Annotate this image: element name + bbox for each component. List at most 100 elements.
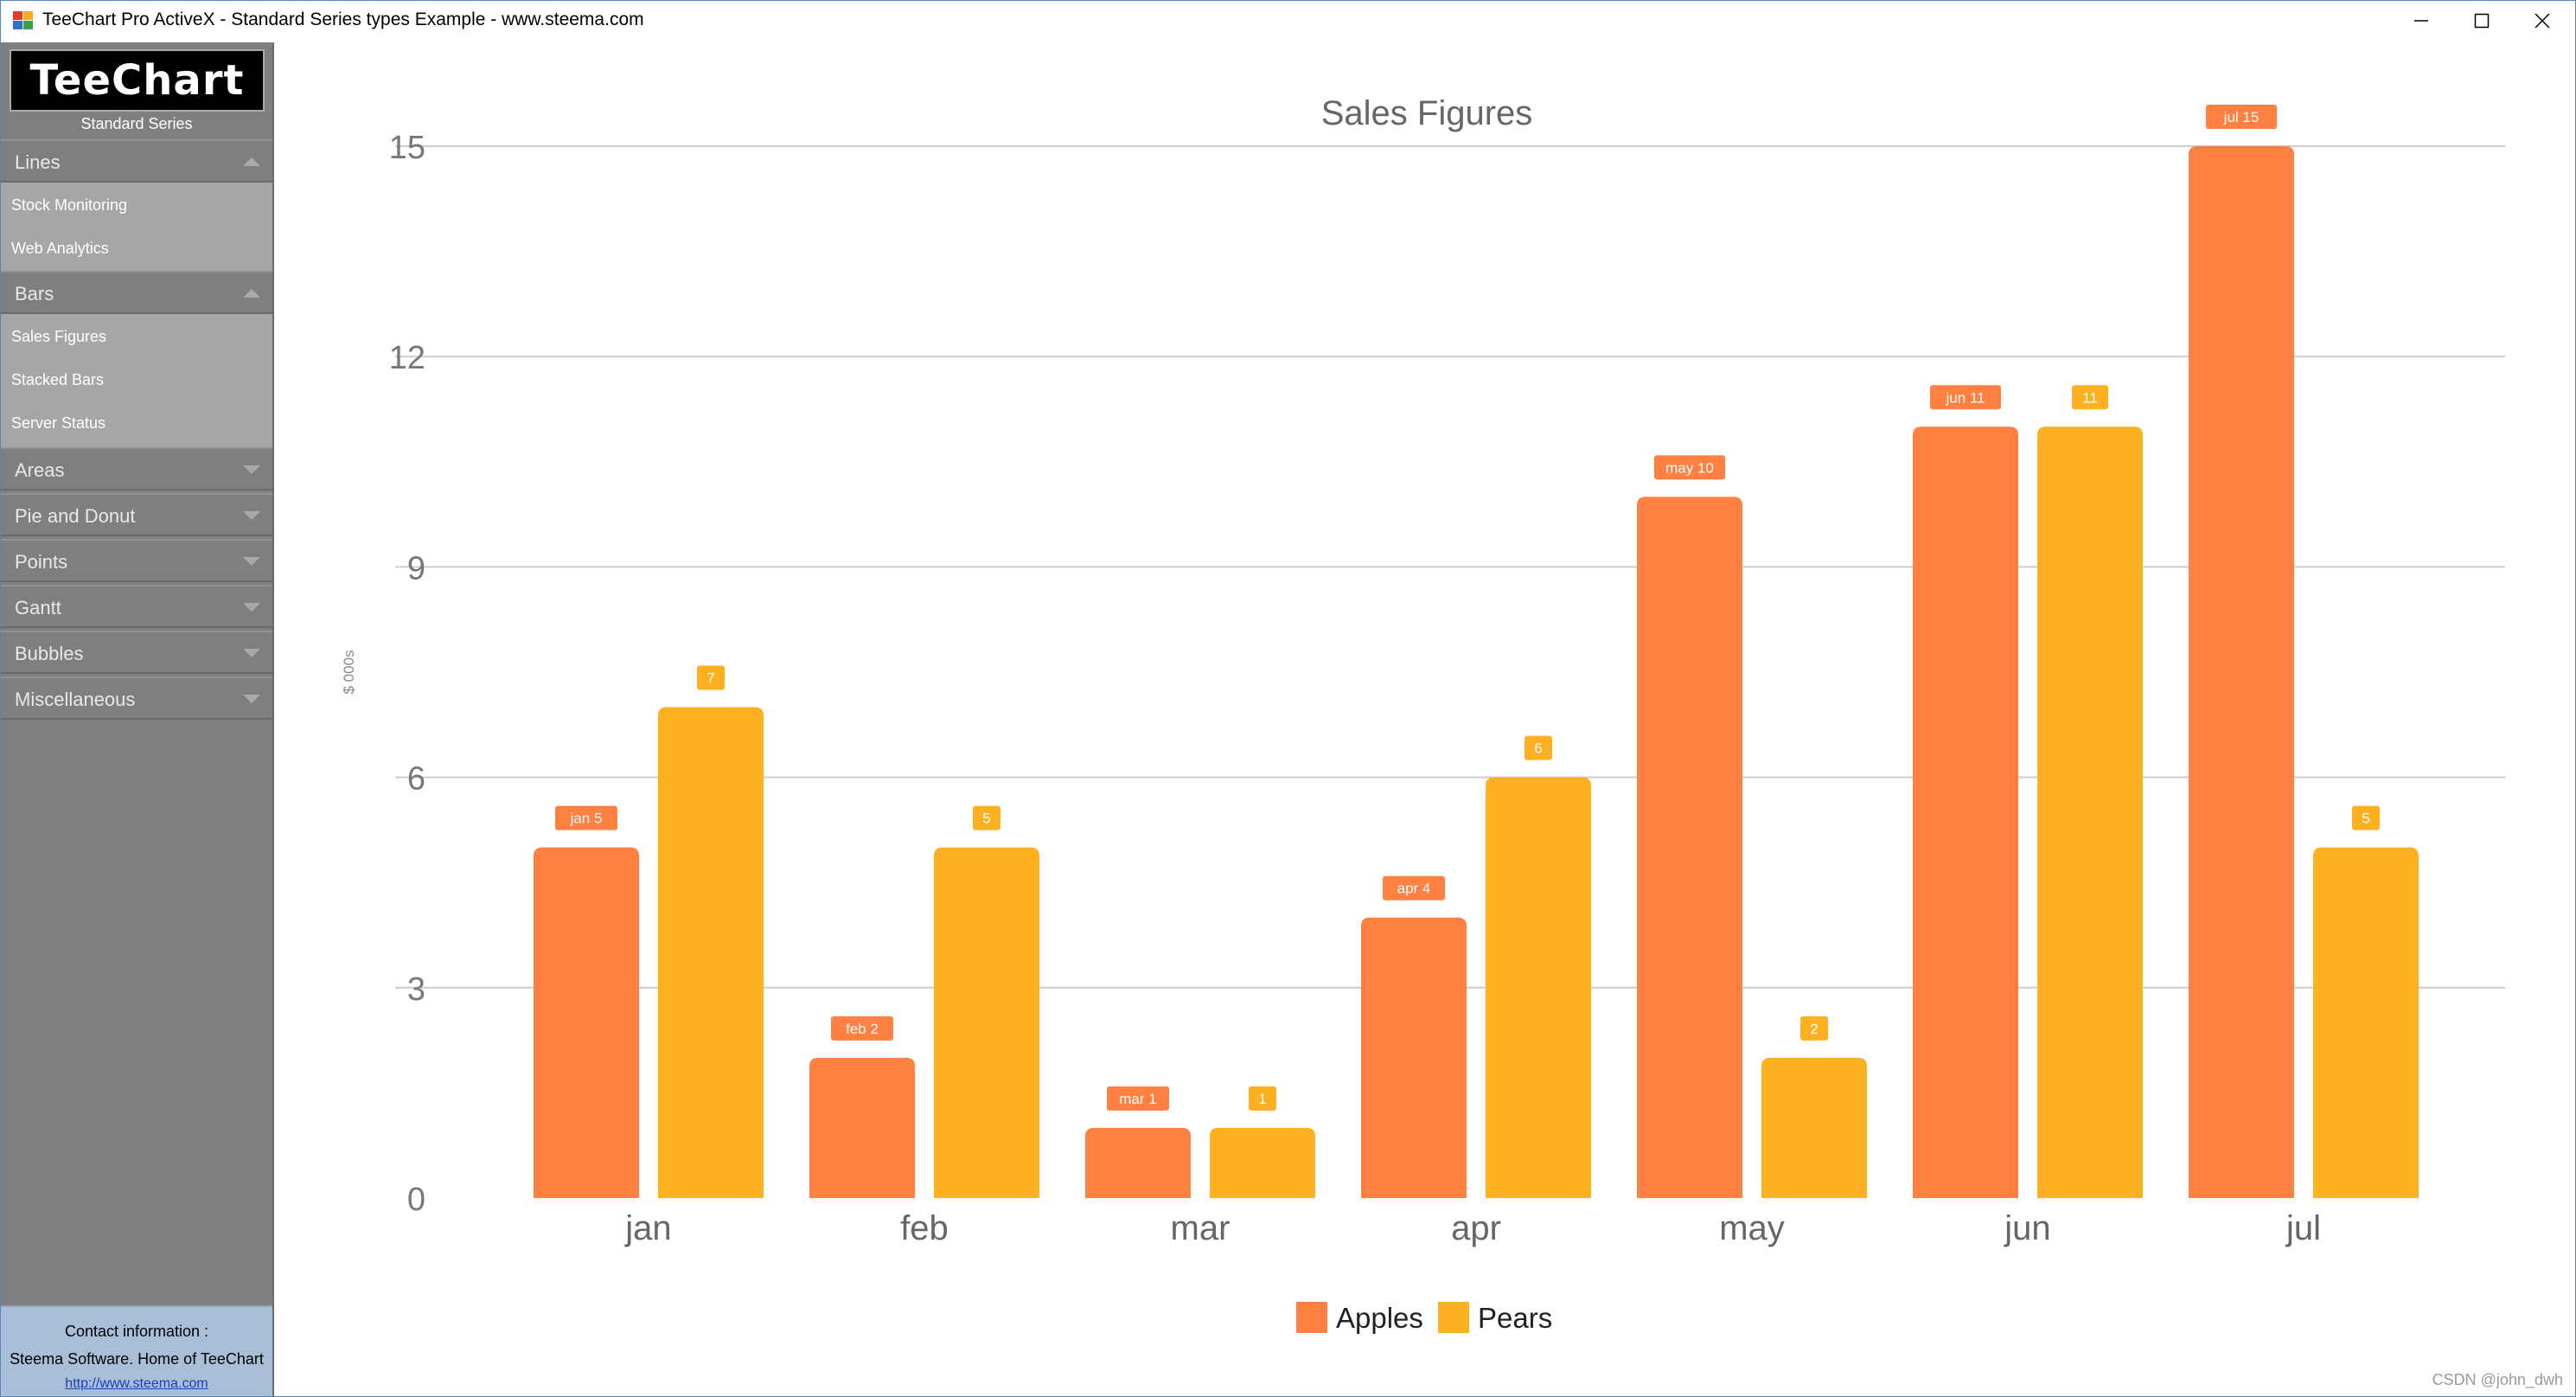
close-button[interactable] <box>2512 1 2573 41</box>
maximize-button[interactable] <box>2451 1 2512 41</box>
group-label: Bars <box>15 283 54 304</box>
group-label: Miscellaneous <box>15 689 136 710</box>
close-icon <box>2534 13 2550 29</box>
sidebar-item-label: Stock Monitoring <box>11 196 128 214</box>
group-label: Points <box>15 551 68 573</box>
contact-panel: Contact information : Steema Software. H… <box>1 1305 272 1396</box>
x-tick-label: feb <box>900 1209 949 1247</box>
expand-arrow-icon <box>243 557 260 566</box>
data-label: jan 5 <box>570 811 603 827</box>
y-tick-label: 15 <box>389 130 425 166</box>
sidebar-item-label: Web Analytics <box>11 240 109 257</box>
group-items-bars: Sales Figures Stacked Bars Server Status <box>1 314 272 447</box>
group-label: Areas <box>15 459 65 481</box>
data-label-box <box>2206 105 2277 129</box>
bar-pears-jul <box>2313 847 2419 1198</box>
sidebar-item-web-analytics[interactable]: Web Analytics <box>1 226 272 269</box>
data-label: 2 <box>1810 1021 1818 1037</box>
data-label-box <box>2072 385 2108 410</box>
group-header-gantt[interactable]: Gantt <box>1 585 272 628</box>
group-header-miscellaneous[interactable]: Miscellaneous <box>1 676 272 720</box>
expand-arrow-icon <box>243 465 260 474</box>
sidebar-item-label: Server Status <box>11 414 106 432</box>
collapse-arrow-icon <box>243 289 260 298</box>
data-label: 6 <box>1534 740 1542 757</box>
bar-apples-may <box>1637 497 1742 1198</box>
expand-arrow-icon <box>243 603 260 612</box>
data-label: may 10 <box>1665 459 1714 476</box>
contact-link[interactable]: http://www.steema.com <box>65 1376 208 1391</box>
group-label: Bubbles <box>15 643 84 664</box>
group-header-areas[interactable]: Areas <box>1 447 272 490</box>
data-label: 5 <box>982 811 990 827</box>
legend-swatch-apples <box>1296 1302 1327 1333</box>
collapse-arrow-icon <box>243 157 260 166</box>
data-label-box <box>831 1016 893 1041</box>
data-label-box <box>1654 455 1725 480</box>
sidebar-item-sales-figures[interactable]: Sales Figures <box>1 314 272 357</box>
data-label: feb 2 <box>846 1021 879 1037</box>
logo-text: TeeChart <box>29 56 245 105</box>
group-label: Gantt <box>15 597 61 618</box>
group-header-lines[interactable]: Lines <box>1 139 272 183</box>
bar-apples-feb <box>809 1057 915 1198</box>
group-label: Pie and Donut <box>15 505 136 527</box>
data-label-box <box>973 805 1000 830</box>
x-tick-label: jan <box>624 1209 671 1247</box>
data-label-box <box>2352 805 2380 830</box>
group-header-points[interactable]: Points <box>1 539 272 582</box>
data-label-box <box>1249 1086 1276 1111</box>
bar-pears-mar <box>1210 1127 1315 1198</box>
expand-arrow-icon <box>243 695 260 703</box>
bar-apples-jan <box>534 847 639 1198</box>
sidebar: TeeChart Standard Series Lines Stock Mon… <box>1 42 274 1396</box>
y-tick-label: 12 <box>389 340 425 376</box>
bar-apples-mar <box>1085 1127 1191 1198</box>
sidebar-subtitle: Standard Series <box>80 115 193 132</box>
sidebar-item-stock-monitoring[interactable]: Stock Monitoring <box>1 183 272 226</box>
data-label: 1 <box>1258 1091 1266 1107</box>
data-label-box <box>1930 385 2001 410</box>
group-label: Lines <box>15 151 61 173</box>
sidebar-item-stacked-bars[interactable]: Stacked Bars <box>1 357 272 401</box>
contact-heading: Contact information : <box>64 1323 209 1340</box>
data-label: jun 11 <box>1945 389 1985 406</box>
group-header-pie-and-donut[interactable]: Pie and Donut <box>1 493 272 536</box>
data-label-box <box>1525 735 1552 760</box>
legend-label-apples: Apples <box>1336 1302 1423 1334</box>
data-label-box <box>697 665 725 690</box>
bar-pears-may <box>1761 1057 1867 1198</box>
title-bar[interactable]: TeeChart Pro ActiveX - Standard Series t… <box>1 1 2575 42</box>
y-axis-label: $ 000s <box>341 650 357 694</box>
sidebar-item-label: Sales Figures <box>11 328 107 345</box>
x-tick-label: mar <box>1171 1209 1230 1247</box>
legend-label-pears: Pears <box>1478 1302 1552 1334</box>
data-label: 7 <box>706 670 714 687</box>
minimize-button[interactable] <box>2391 1 2451 41</box>
data-label-box <box>1107 1086 1169 1111</box>
bar-pears-jan <box>658 707 764 1198</box>
group-header-bubbles[interactable]: Bubbles <box>1 631 272 674</box>
y-tick-label: 6 <box>407 761 425 798</box>
bar-pears-apr <box>1486 777 1591 1198</box>
sidebar-item-server-status[interactable]: Server Status <box>1 401 272 444</box>
data-label: apr 4 <box>1397 881 1431 897</box>
bar-apples-apr <box>1361 917 1467 1198</box>
watermark: CSDN @john_dwh <box>2432 1371 2563 1388</box>
bar-pears-feb <box>934 847 1039 1198</box>
group-header-bars[interactable]: Bars <box>1 271 272 314</box>
data-label-box <box>555 805 617 830</box>
window-title: TeeChart Pro ActiveX - Standard Series t… <box>42 10 644 29</box>
teechart-logo: TeeChart <box>10 49 265 112</box>
expand-arrow-icon <box>243 649 260 657</box>
y-tick-label: 0 <box>407 1182 425 1218</box>
data-label: 11 <box>2082 389 2098 406</box>
app-icon <box>13 11 34 30</box>
data-label: jul 15 <box>2223 109 2260 125</box>
x-tick-label: jun <box>2004 1209 2050 1247</box>
minimize-icon <box>2414 20 2428 22</box>
x-tick-label: jul <box>2285 1209 2321 1247</box>
maximize-icon <box>2474 13 2490 29</box>
